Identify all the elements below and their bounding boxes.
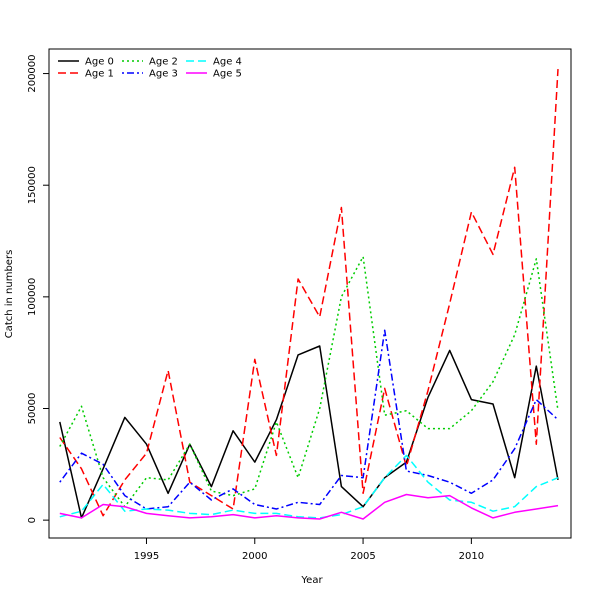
x-axis: 1995 2000 2005 2010: [134, 538, 484, 562]
x-tick-label: 1995: [134, 551, 159, 562]
y-tick-label: 0: [27, 517, 38, 523]
series-line-age-0: [59, 345, 559, 519]
y-axis: 0 50000 100000 150000 200000: [27, 54, 49, 523]
y-axis-label: Catch in numbers: [4, 250, 15, 339]
series-layer: [59, 69, 559, 520]
plot-frame: [48, 48, 572, 539]
y-tick-label: 100000: [27, 278, 38, 316]
x-tick-label: 2005: [350, 551, 375, 562]
legend-label: Age 5: [213, 69, 242, 80]
series-line-age-5: [59, 493, 559, 520]
series-line-age-2: [59, 255, 559, 508]
legend-label: Age 3: [149, 69, 178, 80]
y-tick-label: 50000: [27, 393, 38, 425]
y-tick-label: 150000: [27, 166, 38, 204]
series-line-age-3: [59, 329, 559, 510]
legend-label: Age 2: [149, 57, 178, 68]
series-line-age-4: [59, 454, 559, 519]
series-line-age-1: [59, 69, 559, 517]
y-tick-label: 200000: [27, 54, 38, 92]
x-tick-label: 2010: [459, 551, 484, 562]
x-tick-label: 2000: [242, 551, 267, 562]
legend-label: Age 0: [85, 57, 114, 68]
legend-label: Age 1: [85, 69, 114, 80]
legend-label: Age 4: [213, 57, 242, 68]
x-axis-label: Year: [300, 575, 323, 586]
